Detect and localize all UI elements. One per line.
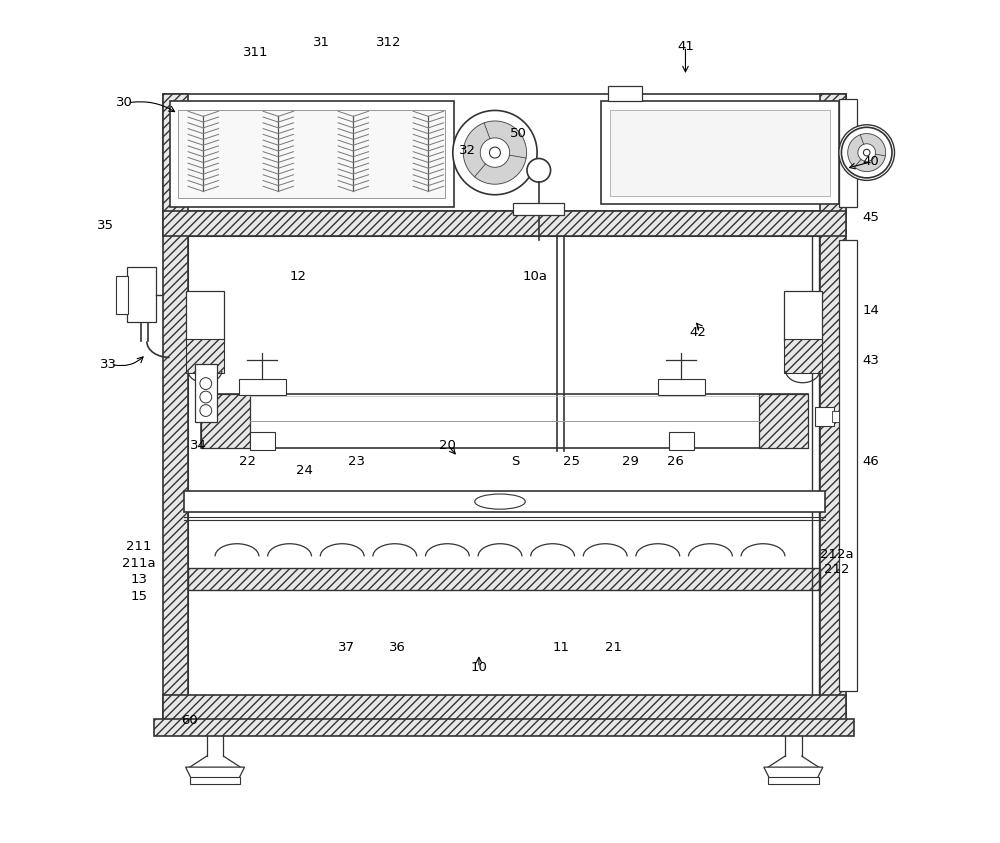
Bar bbox=[127, 267, 156, 322]
Text: 23: 23 bbox=[348, 455, 365, 469]
Text: 21: 21 bbox=[605, 641, 622, 654]
Bar bbox=[184, 491, 825, 512]
Text: 22: 22 bbox=[239, 455, 256, 469]
Text: 37: 37 bbox=[338, 641, 355, 654]
Bar bbox=[832, 411, 839, 422]
Circle shape bbox=[489, 147, 500, 158]
Bar bbox=[190, 777, 240, 784]
Text: 10a: 10a bbox=[523, 270, 548, 283]
Polygon shape bbox=[463, 123, 490, 177]
Bar bbox=[195, 364, 217, 422]
Text: 31: 31 bbox=[313, 35, 330, 49]
Text: 36: 36 bbox=[389, 641, 406, 654]
Bar bbox=[201, 394, 250, 448]
Text: 32: 32 bbox=[459, 143, 476, 157]
Bar bbox=[186, 339, 224, 373]
Circle shape bbox=[863, 149, 870, 156]
Text: 15: 15 bbox=[131, 590, 148, 604]
Bar bbox=[768, 777, 819, 784]
Text: 12: 12 bbox=[289, 270, 306, 283]
Circle shape bbox=[841, 127, 892, 178]
Text: 41: 41 bbox=[677, 40, 694, 53]
Text: 40: 40 bbox=[863, 155, 879, 169]
Text: 13: 13 bbox=[131, 573, 148, 587]
Text: 212a: 212a bbox=[820, 548, 854, 561]
Text: 45: 45 bbox=[862, 211, 879, 224]
Text: 212: 212 bbox=[824, 562, 850, 576]
Polygon shape bbox=[764, 767, 823, 784]
Bar bbox=[250, 432, 275, 450]
Bar bbox=[669, 432, 694, 450]
Bar bbox=[658, 379, 705, 395]
Circle shape bbox=[527, 158, 551, 182]
Text: 25: 25 bbox=[563, 455, 580, 469]
Bar bbox=[601, 101, 839, 204]
Circle shape bbox=[200, 378, 212, 389]
Text: 26: 26 bbox=[667, 455, 684, 469]
Bar bbox=[610, 110, 830, 196]
Bar bbox=[815, 407, 834, 426]
Text: 50: 50 bbox=[510, 126, 527, 140]
Circle shape bbox=[200, 405, 212, 416]
Text: 43: 43 bbox=[862, 354, 879, 368]
Text: 60: 60 bbox=[181, 714, 198, 728]
Ellipse shape bbox=[839, 125, 895, 180]
Text: 312: 312 bbox=[376, 35, 401, 49]
Polygon shape bbox=[475, 155, 526, 184]
Polygon shape bbox=[484, 121, 527, 158]
Bar bbox=[820, 94, 846, 721]
Text: 211: 211 bbox=[126, 540, 152, 553]
Text: 46: 46 bbox=[863, 455, 879, 469]
Bar bbox=[163, 695, 846, 721]
Bar bbox=[608, 86, 642, 101]
Text: 33: 33 bbox=[100, 357, 117, 371]
Bar bbox=[784, 291, 822, 341]
Text: S: S bbox=[511, 455, 519, 469]
Ellipse shape bbox=[475, 494, 525, 509]
Bar bbox=[188, 236, 820, 695]
Text: 29: 29 bbox=[622, 455, 639, 469]
Text: 34: 34 bbox=[190, 438, 207, 452]
Text: 35: 35 bbox=[97, 219, 114, 233]
Text: 24: 24 bbox=[296, 464, 313, 477]
Bar bbox=[163, 94, 188, 721]
Polygon shape bbox=[860, 134, 886, 156]
Bar bbox=[784, 339, 822, 373]
Text: 10: 10 bbox=[470, 661, 487, 674]
Bar bbox=[154, 719, 854, 736]
Circle shape bbox=[453, 110, 537, 195]
Bar bbox=[839, 240, 857, 691]
Bar bbox=[839, 99, 857, 207]
Polygon shape bbox=[855, 154, 885, 171]
Text: 11: 11 bbox=[552, 641, 569, 654]
Bar bbox=[186, 291, 224, 341]
Text: 211a: 211a bbox=[122, 556, 156, 570]
Bar bbox=[239, 379, 286, 395]
Bar bbox=[178, 110, 445, 198]
Bar bbox=[759, 394, 808, 448]
Bar bbox=[513, 203, 564, 215]
Text: 311: 311 bbox=[243, 46, 268, 59]
Bar bbox=[163, 211, 846, 236]
Circle shape bbox=[200, 391, 212, 403]
Bar bbox=[170, 101, 454, 207]
Bar bbox=[116, 276, 128, 314]
Text: 42: 42 bbox=[690, 326, 707, 340]
Polygon shape bbox=[186, 767, 245, 784]
Bar bbox=[201, 394, 808, 448]
Polygon shape bbox=[848, 135, 864, 167]
Text: 30: 30 bbox=[116, 96, 133, 110]
Text: 20: 20 bbox=[439, 438, 456, 452]
Text: 14: 14 bbox=[862, 303, 879, 317]
Bar bbox=[188, 568, 820, 590]
Bar bbox=[163, 94, 846, 211]
